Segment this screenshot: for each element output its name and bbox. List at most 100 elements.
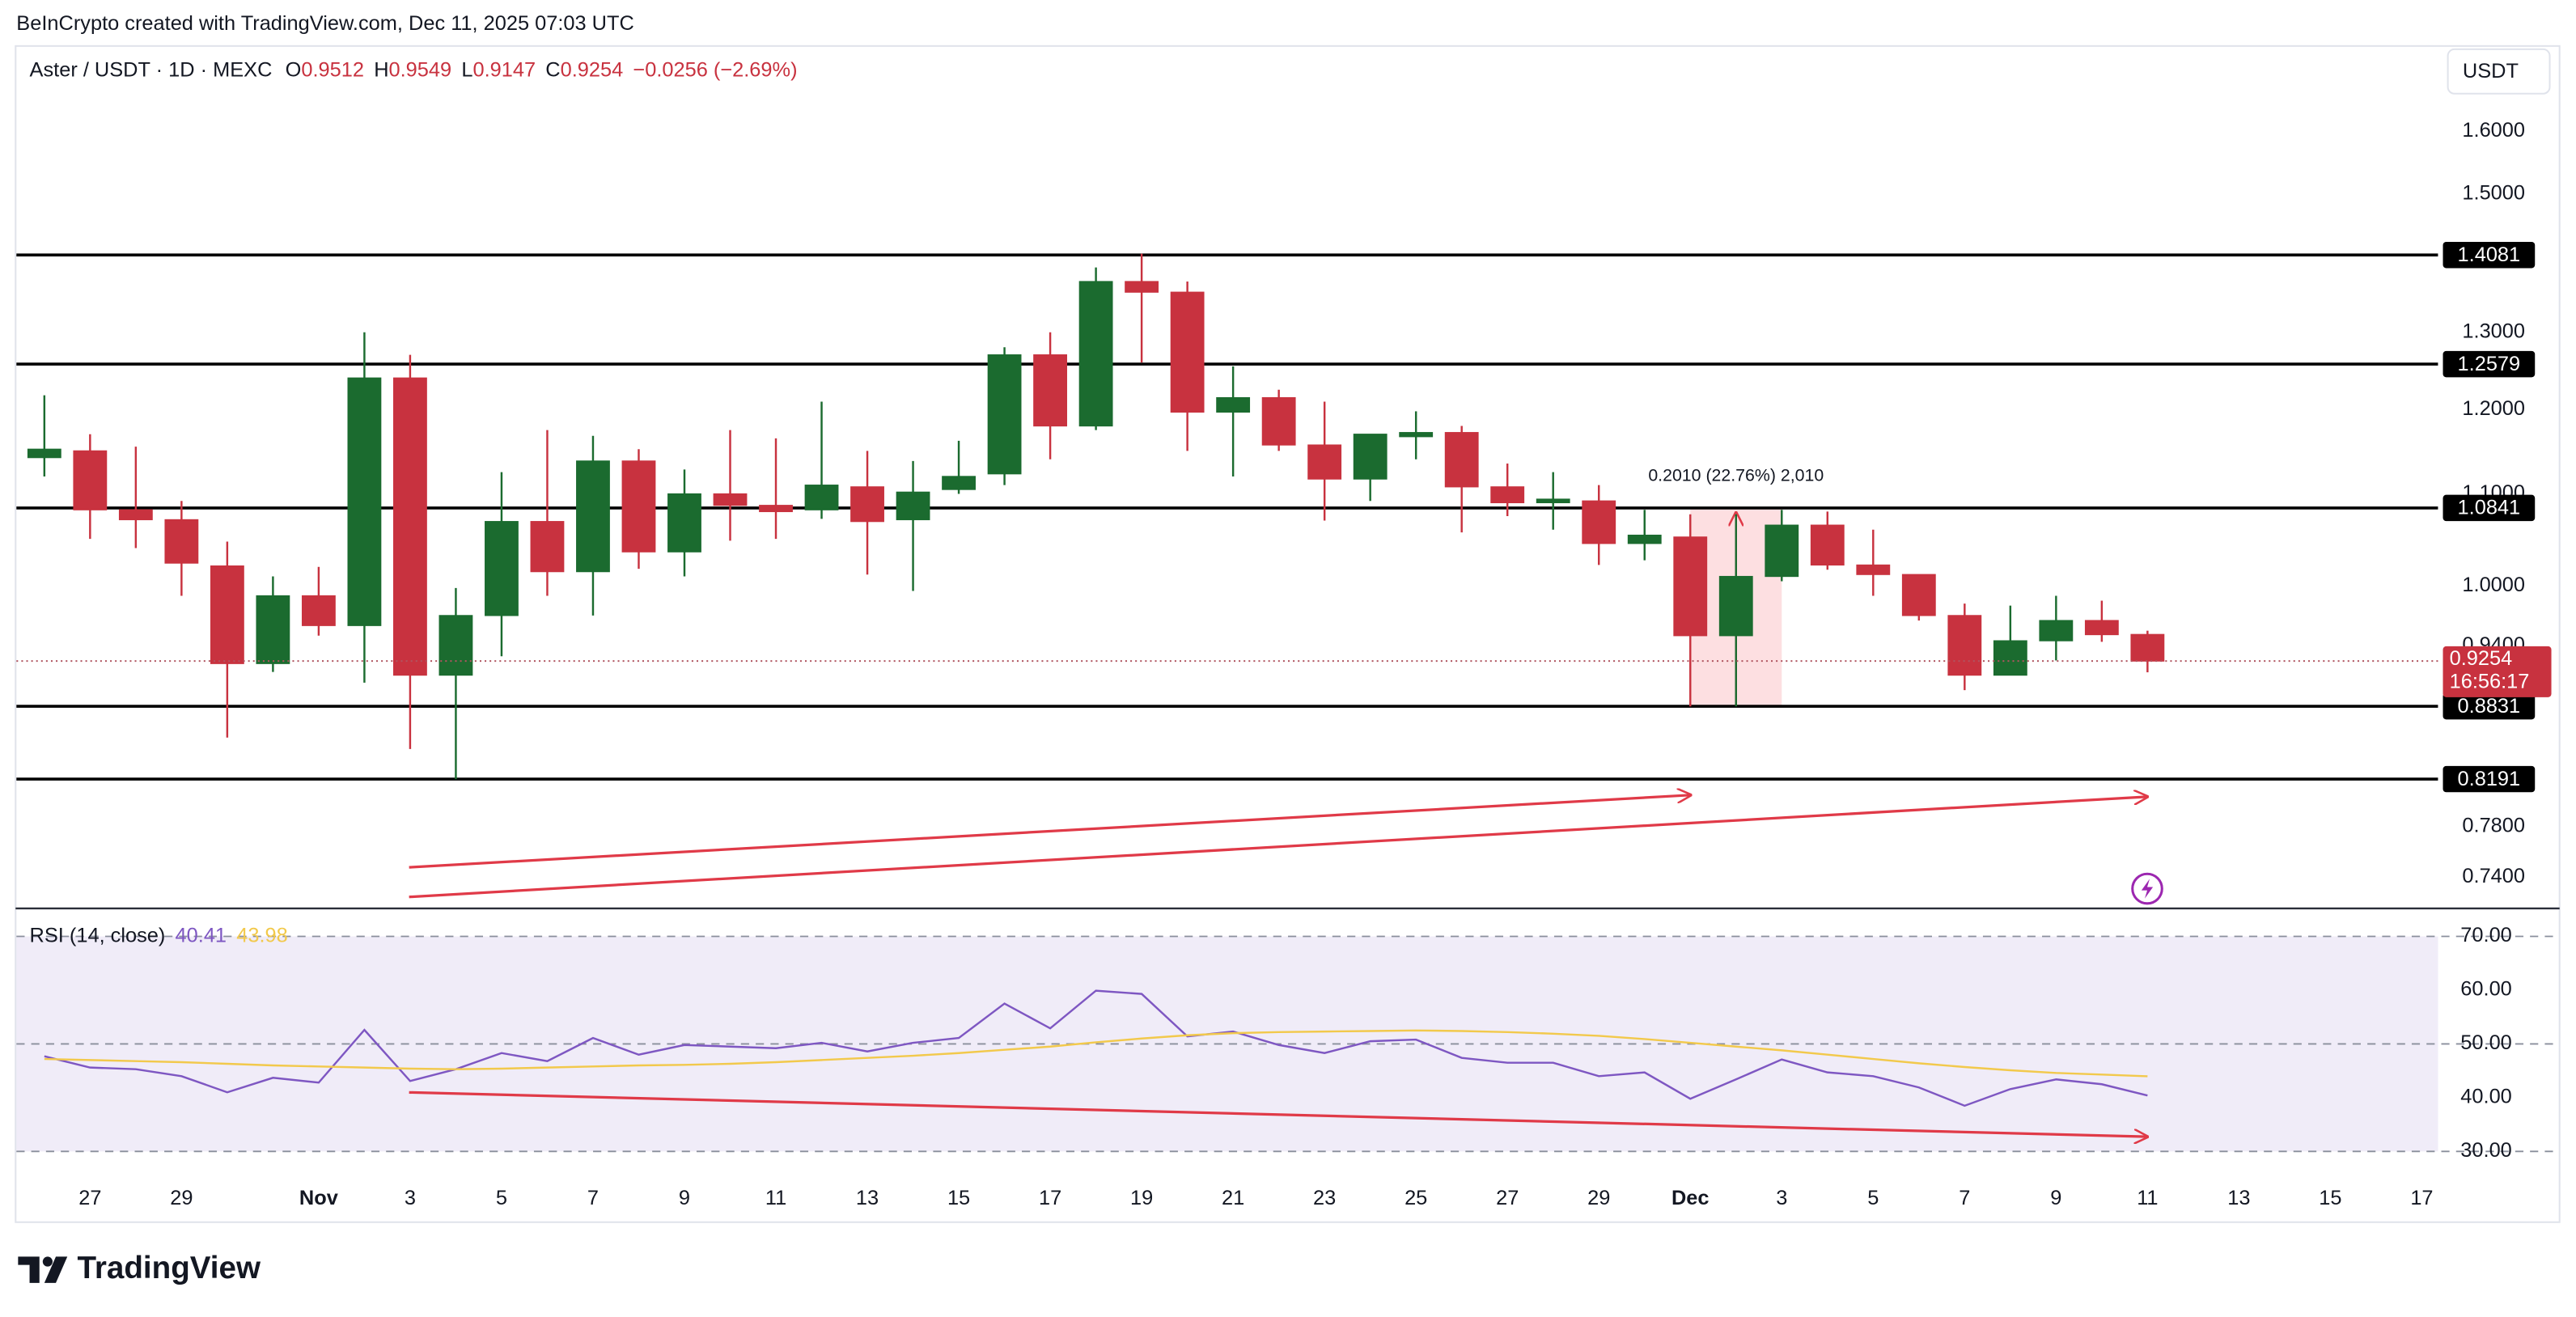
o-label: O: [286, 58, 302, 81]
x-tick-label: Dec: [1671, 1187, 1710, 1209]
level-label-box: [2443, 692, 2536, 720]
candle-body: [27, 448, 61, 459]
measure-label: 0.2010 (22.76%) 2,010: [1648, 466, 1824, 485]
candle-body: [987, 354, 1022, 475]
currency[interactable]: USDT: [2463, 60, 2519, 83]
x-tick-label: 5: [1867, 1187, 1879, 1209]
level-label-box: [2443, 765, 2536, 793]
level-label-box: [2443, 494, 2536, 522]
countdown: 16:56:17: [2450, 670, 2530, 692]
candle-body: [118, 509, 153, 521]
level-label: 0.8191: [2458, 768, 2521, 790]
candle-body: [1216, 396, 1251, 413]
attribution: BeInCrypto created with TradingView.com,…: [16, 12, 634, 35]
x-tick-label: 17: [1039, 1187, 1061, 1209]
candle-body: [1536, 498, 1570, 504]
candle-body: [1490, 486, 1525, 504]
candle-body: [1901, 574, 1936, 616]
level-label: 0.8831: [2458, 695, 2521, 718]
plot: 1.60001.50001.30001.20001.10001.00000.94…: [16, 119, 2552, 1209]
rsi-line: [44, 989, 2148, 1107]
candle-body: [576, 460, 610, 573]
chart-frame: [15, 44, 2561, 1223]
x-tick-label: 13: [856, 1187, 879, 1209]
level-label: 1.4081: [2458, 243, 2521, 266]
x-tick-label: 9: [2050, 1187, 2061, 1209]
x-tick-label: 5: [496, 1187, 507, 1209]
y-tick-label: 1.0000: [2462, 574, 2525, 596]
rsi-tick-label: 30.00: [2460, 1139, 2512, 1162]
candle-body: [850, 486, 884, 523]
candle-body: [1993, 640, 2027, 676]
y-tick-label: 1.5000: [2462, 181, 2525, 204]
rsi-background: [16, 935, 2560, 1153]
y-tick-label: 1.6000: [2462, 119, 2525, 142]
candle-body: [1170, 291, 1205, 413]
last-price-box: [2443, 646, 2552, 697]
candle-body: [485, 521, 519, 616]
x-tick-label: 27: [78, 1187, 101, 1209]
rsi-tick-label: 60.00: [2460, 978, 2512, 1001]
candle-body: [942, 476, 976, 490]
logo-text: TradingView: [77, 1251, 261, 1285]
candle-body: [1718, 575, 1753, 637]
c-value: 0.9254: [561, 58, 624, 81]
candle-body: [393, 377, 427, 676]
candle-body: [1125, 281, 1159, 293]
rsi-value: 43.98: [236, 924, 288, 946]
y-tick-label: 0.7800: [2462, 814, 2525, 836]
candle-body: [1444, 432, 1479, 488]
x-tick-label: 11: [765, 1187, 786, 1209]
legend: Aster / USDT · 1D · MEXC O0.9512 H0.9549 L0…: [30, 58, 798, 81]
candle-body: [1582, 500, 1616, 544]
candle-body: [1810, 524, 1845, 566]
o-value: 0.9512: [301, 58, 364, 81]
x-tick-label: 9: [679, 1187, 690, 1209]
candle-body: [164, 519, 199, 564]
candle-body: [439, 615, 473, 676]
currency-button[interactable]: [2447, 48, 2551, 95]
rsi-legend: RSI (14, close) 40.41 43.98: [30, 924, 288, 946]
candle-body: [73, 450, 108, 510]
candle-body: [1947, 615, 1982, 676]
candle-body: [347, 377, 382, 626]
x-tick-label: 7: [1959, 1187, 1970, 1209]
x-tick-label: 15: [947, 1187, 970, 1209]
x-tick-label: 17: [2410, 1187, 2433, 1209]
x-tick-label: 19: [1130, 1187, 1153, 1209]
x-tick-label: 27: [1496, 1187, 1519, 1209]
x-tick-label: 15: [2319, 1187, 2341, 1209]
candle-body: [667, 493, 701, 553]
last-price-label: 0.9254: [2450, 647, 2513, 670]
rsi-title: RSI (14, close): [30, 924, 166, 946]
candle-body: [530, 521, 565, 573]
rsi-trend-arrow: [409, 1090, 2147, 1137]
candle-body: [1673, 536, 1708, 637]
x-tick-label: 3: [405, 1187, 416, 1209]
candle-body: [2130, 633, 2165, 662]
candle-body: [621, 460, 656, 553]
trend-arrow: [409, 797, 2147, 899]
candle-body: [210, 565, 244, 664]
candle-body: [256, 595, 290, 664]
h-value: 0.9549: [389, 58, 452, 81]
candle-body: [1353, 434, 1388, 480]
y-tick-label: 1.3000: [2462, 320, 2525, 342]
candle-body: [1765, 524, 1799, 578]
rsi-tick-label: 50.00: [2460, 1031, 2512, 1054]
candle-body: [1307, 444, 1342, 480]
y-tick-label: 1.2000: [2462, 397, 2525, 420]
candle-body: [1078, 281, 1113, 427]
candle-body: [301, 595, 336, 626]
candle-body: [713, 493, 748, 506]
x-tick-label: 23: [1313, 1187, 1336, 1209]
symbol: Aster / USDT · 1D · MEXC: [30, 58, 273, 81]
change: −0.0256 (−2.69%): [633, 58, 797, 81]
h-label: H: [374, 58, 388, 81]
level-label: 1.2579: [2458, 353, 2521, 375]
candle-body: [804, 485, 839, 510]
candle-body: [1261, 396, 1296, 446]
candle-body: [2039, 620, 2074, 642]
trend-arrow: [409, 795, 1691, 869]
